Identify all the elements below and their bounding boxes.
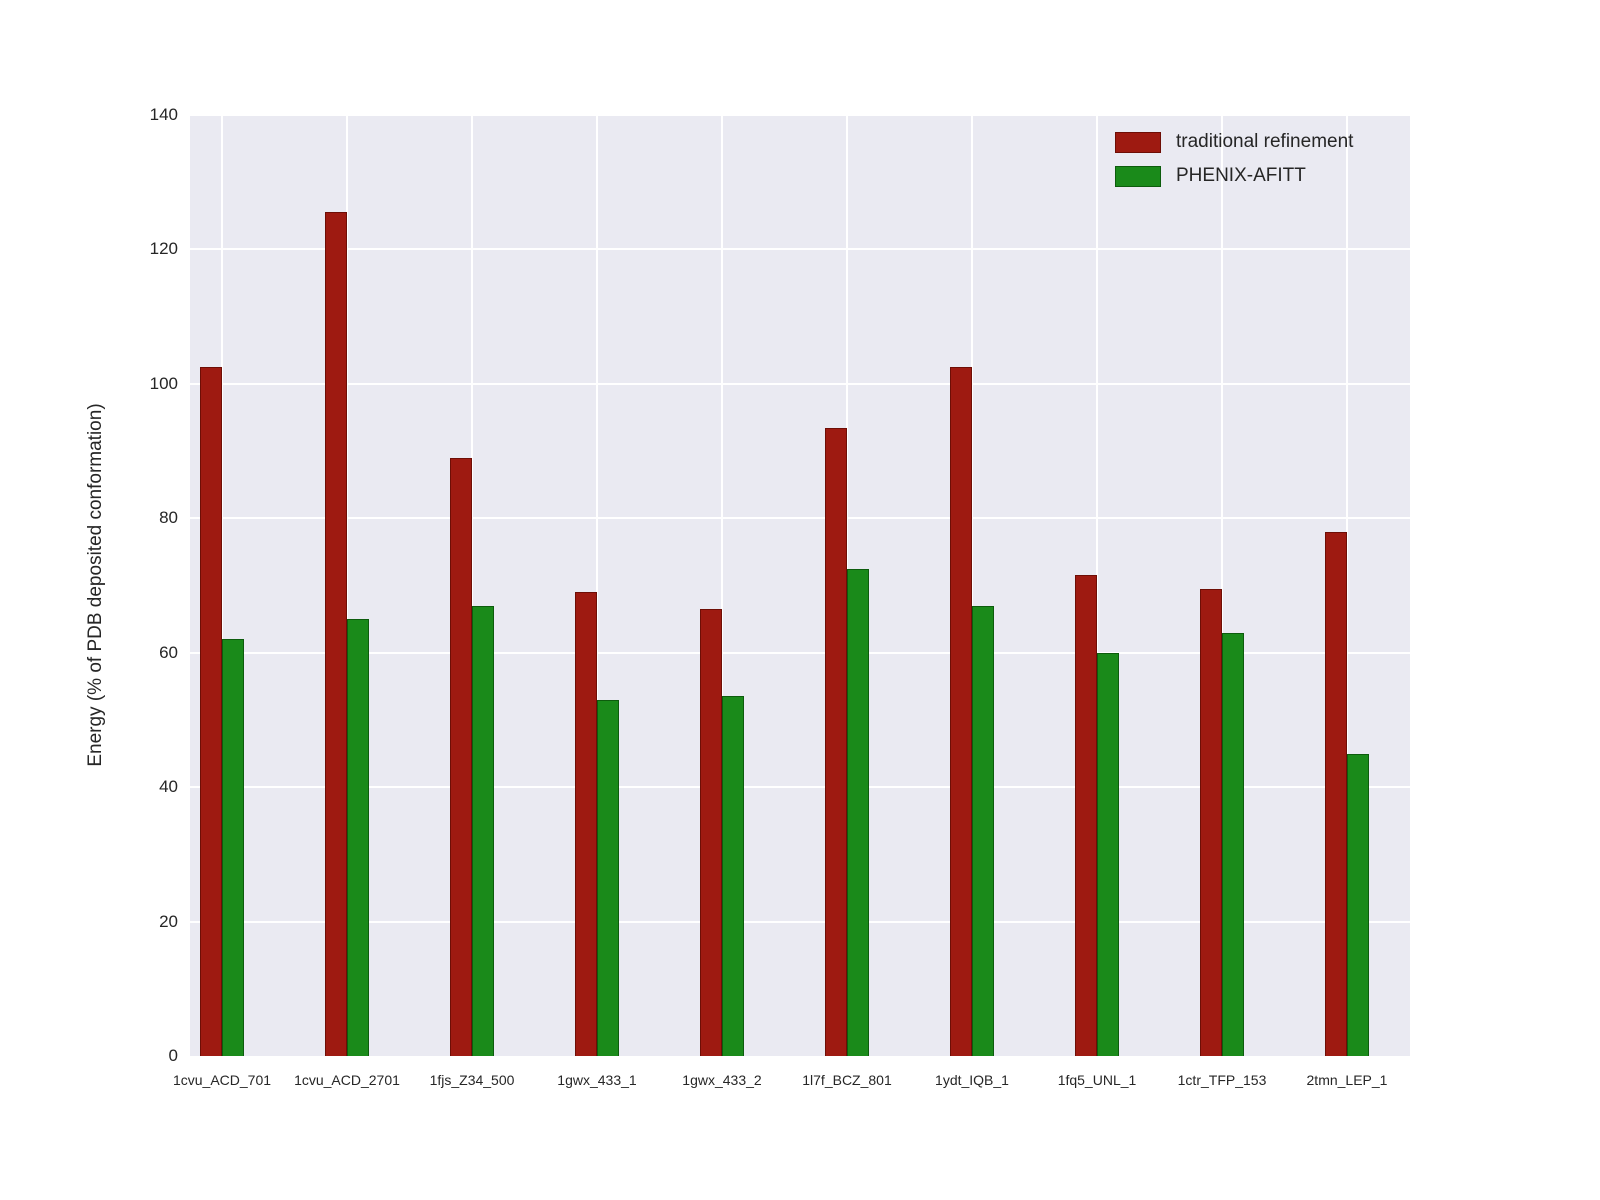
y-tick-label: 40 — [159, 777, 178, 797]
bar-traditional-refinement — [450, 457, 472, 1056]
x-tick-label: 1gwx_433_1 — [557, 1072, 637, 1088]
x-tick-label: 1cvu_ACD_701 — [172, 1072, 272, 1088]
gridline-vertical — [721, 115, 723, 1056]
x-tick-label: 1fjs_Z34_500 — [429, 1072, 515, 1088]
gridline-vertical — [971, 115, 973, 1056]
y-axis-label: Energy (% of PDB deposited conformation) — [85, 403, 106, 767]
x-tick-label: 1fq5_UNL_1 — [1057, 1072, 1137, 1088]
bar-phenix-afitt — [472, 605, 494, 1056]
y-tick-label: 100 — [149, 373, 178, 393]
gridline-vertical — [596, 115, 598, 1056]
x-tick-label: 1ydt_IQB_1 — [935, 1072, 1009, 1088]
gridline-vertical — [221, 115, 223, 1056]
x-tick-label: 2tmn_LEP_1 — [1306, 1072, 1388, 1088]
bar-phenix-afitt — [1347, 753, 1369, 1056]
y-tick-label: 60 — [159, 642, 178, 662]
legend: traditional refinement PHENIX-AFITT — [1115, 131, 1353, 199]
gridline-horizontal — [190, 517, 1410, 520]
bar-traditional-refinement — [200, 367, 222, 1056]
legend-swatch-traditional-refinement — [1115, 131, 1161, 153]
legend-label: traditional refinement — [1176, 131, 1354, 152]
bar-traditional-refinement — [950, 367, 972, 1056]
x-tick-label: 1ctr_TFP_153 — [1177, 1072, 1267, 1088]
gridline-horizontal — [190, 248, 1410, 251]
bar-phenix-afitt — [597, 699, 619, 1056]
legend-swatch-phenix-afitt — [1115, 165, 1161, 187]
y-tick-label: 0 — [168, 1046, 178, 1065]
x-tick-label: 1cvu_ACD_2701 — [294, 1072, 400, 1088]
bar-traditional-refinement — [575, 592, 597, 1056]
bar-traditional-refinement — [700, 609, 722, 1056]
y-tick-label: 80 — [159, 508, 178, 528]
gridline-vertical — [1221, 115, 1223, 1056]
gridline-vertical — [346, 115, 348, 1056]
gridline-vertical — [1346, 115, 1348, 1056]
gridline-horizontal — [190, 920, 1410, 923]
bar-phenix-afitt — [847, 568, 869, 1056]
bar-phenix-afitt — [722, 696, 744, 1056]
y-tick-label: 20 — [159, 911, 178, 931]
gridline-horizontal — [190, 114, 1410, 116]
bar-traditional-refinement — [1075, 575, 1097, 1056]
bar-phenix-afitt — [1097, 652, 1119, 1056]
x-tick-label: 1gwx_433_2 — [682, 1072, 762, 1088]
bar-phenix-afitt — [347, 619, 369, 1056]
plot-area: traditional refinement PHENIX-AFITT — [190, 114, 1410, 1056]
gridline-vertical — [471, 115, 473, 1056]
bar-traditional-refinement — [825, 427, 847, 1056]
bar-traditional-refinement — [325, 212, 347, 1056]
gridline-horizontal — [190, 786, 1410, 789]
y-tick-label: 120 — [149, 239, 178, 259]
gridline-horizontal — [190, 651, 1410, 654]
x-tick-label: 1l7f_BCZ_801 — [802, 1072, 892, 1088]
bar-traditional-refinement — [1200, 588, 1222, 1056]
legend-item-traditional-refinement: traditional refinement — [1115, 131, 1353, 153]
gridline-vertical — [1096, 115, 1098, 1056]
y-tick-label: 140 — [149, 105, 178, 124]
bar-phenix-afitt — [222, 639, 244, 1056]
bar-phenix-afitt — [1222, 632, 1244, 1056]
legend-label: PHENIX-AFITT — [1176, 165, 1306, 186]
legend-item-phenix-afitt: PHENIX-AFITT — [1115, 165, 1353, 187]
gridline-horizontal — [190, 382, 1410, 385]
bar-traditional-refinement — [1325, 531, 1347, 1056]
bar-phenix-afitt — [972, 605, 994, 1056]
